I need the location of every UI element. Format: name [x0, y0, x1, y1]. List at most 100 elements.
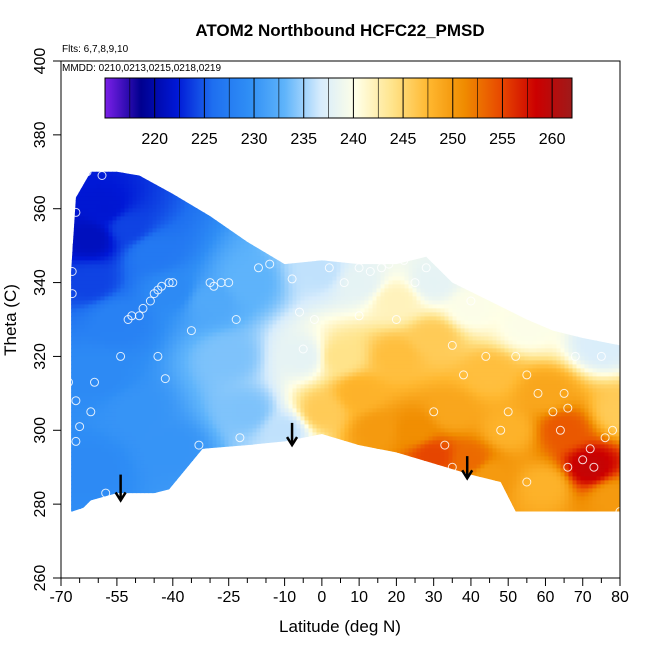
heatmap-cell — [200, 284, 206, 289]
heatmap-cell — [104, 184, 110, 189]
heatmap-cell — [124, 384, 130, 389]
heatmap-cell — [200, 236, 206, 241]
heatmap-cell — [140, 380, 146, 385]
heatmap-cell — [172, 376, 178, 381]
heatmap-cell — [204, 292, 210, 297]
heatmap-cell — [176, 452, 182, 457]
heatmap-cell — [104, 244, 110, 249]
heatmap-cell — [289, 512, 294, 517]
heatmap-cell — [240, 384, 246, 389]
heatmap-cell — [160, 212, 166, 217]
heatmap-cell — [128, 484, 134, 489]
heatmap-cell — [256, 476, 262, 481]
heatmap-cell — [168, 288, 174, 293]
heatmap-cell — [196, 296, 202, 301]
heatmap-cell — [284, 188, 290, 193]
heatmap-cell — [208, 320, 214, 325]
heatmap-cell — [236, 332, 242, 337]
heatmap-cell — [152, 396, 158, 401]
heatmap-cell — [180, 264, 186, 269]
heatmap-cell — [116, 396, 122, 401]
heatmap-cell — [256, 372, 262, 377]
heatmap-cell — [272, 348, 278, 353]
heatmap-cell — [192, 232, 198, 237]
heatmap-cell — [192, 452, 198, 457]
heatmap-cell — [224, 356, 230, 361]
heatmap-cell — [88, 320, 94, 325]
heatmap-cell — [272, 196, 278, 201]
heatmap-cell — [260, 296, 266, 301]
heatmap-cell — [252, 228, 258, 233]
heatmap-cell — [204, 368, 210, 373]
heatmap-cell — [244, 456, 250, 461]
heatmap-cell — [140, 504, 146, 509]
heatmap-cell — [116, 292, 122, 297]
heatmap-cell — [104, 220, 110, 225]
heatmap-cell — [277, 516, 282, 521]
heatmap-cell — [224, 348, 230, 353]
heatmap-cell — [216, 344, 222, 349]
heatmap-cell — [112, 384, 118, 389]
heatmap-cell — [229, 164, 234, 169]
heatmap-cell — [192, 464, 198, 469]
heatmap-cell — [240, 440, 246, 445]
heatmap-cell — [236, 444, 242, 449]
heatmap-cell — [264, 460, 270, 465]
heatmap-cell — [200, 260, 206, 265]
heatmap-cell — [244, 264, 250, 269]
heatmap-cell — [84, 264, 90, 269]
heatmap-cell — [192, 332, 198, 337]
heatmap-cell — [132, 196, 138, 201]
heatmap-cell — [268, 380, 274, 385]
heatmap-cell — [184, 352, 190, 357]
heatmap-cell — [84, 324, 90, 329]
heatmap-cell — [252, 376, 258, 381]
heatmap-cell — [244, 508, 250, 512]
heatmap-cell — [112, 200, 118, 205]
heatmap-cell — [88, 276, 94, 281]
heatmap-cell — [272, 436, 278, 441]
heatmap-cell — [160, 332, 166, 337]
heatmap-cell — [256, 320, 262, 325]
heatmap-cell — [212, 432, 218, 437]
heatmap-cell — [200, 488, 206, 493]
heatmap-cell — [212, 284, 218, 289]
heatmap-cell — [156, 472, 162, 477]
heatmap-cell — [204, 504, 210, 509]
heatmap-cell — [276, 448, 282, 453]
heatmap-cell — [280, 416, 286, 421]
heatmap-cell — [164, 428, 170, 433]
heatmap-cell — [204, 304, 210, 309]
heatmap-cell — [156, 236, 162, 241]
heatmap-cell — [256, 504, 262, 509]
heatmap-cell — [264, 488, 270, 493]
heatmap-cell — [72, 500, 78, 505]
heatmap-cell — [224, 236, 230, 241]
heatmap-cell — [248, 376, 254, 381]
heatmap-cell — [284, 304, 290, 309]
heatmap-cell — [260, 472, 266, 477]
heatmap-cell — [280, 220, 286, 225]
heatmap-cell — [144, 444, 150, 449]
heatmap-cell — [264, 384, 270, 389]
heatmap-cell — [96, 272, 102, 277]
heatmap-cell — [112, 176, 118, 181]
heatmap-cell — [232, 276, 238, 281]
heatmap-cell — [84, 504, 90, 509]
heatmap-cell — [208, 488, 214, 493]
heatmap-cell — [72, 404, 78, 409]
heatmap-cell — [112, 488, 118, 493]
heatmap-cell — [260, 476, 266, 481]
heatmap-cell — [172, 332, 178, 337]
heatmap-cell — [148, 484, 154, 489]
heatmap-cell — [148, 228, 154, 233]
heatmap-cell — [284, 204, 290, 209]
heatmap-cell — [168, 344, 174, 349]
heatmap-cell — [232, 272, 238, 277]
heatmap-cell — [256, 448, 262, 453]
heatmap-cell — [168, 396, 174, 401]
heatmap-cell — [232, 184, 238, 189]
heatmap-cell — [184, 336, 190, 341]
heatmap-cell — [136, 288, 142, 293]
heatmap-cell — [248, 404, 254, 409]
